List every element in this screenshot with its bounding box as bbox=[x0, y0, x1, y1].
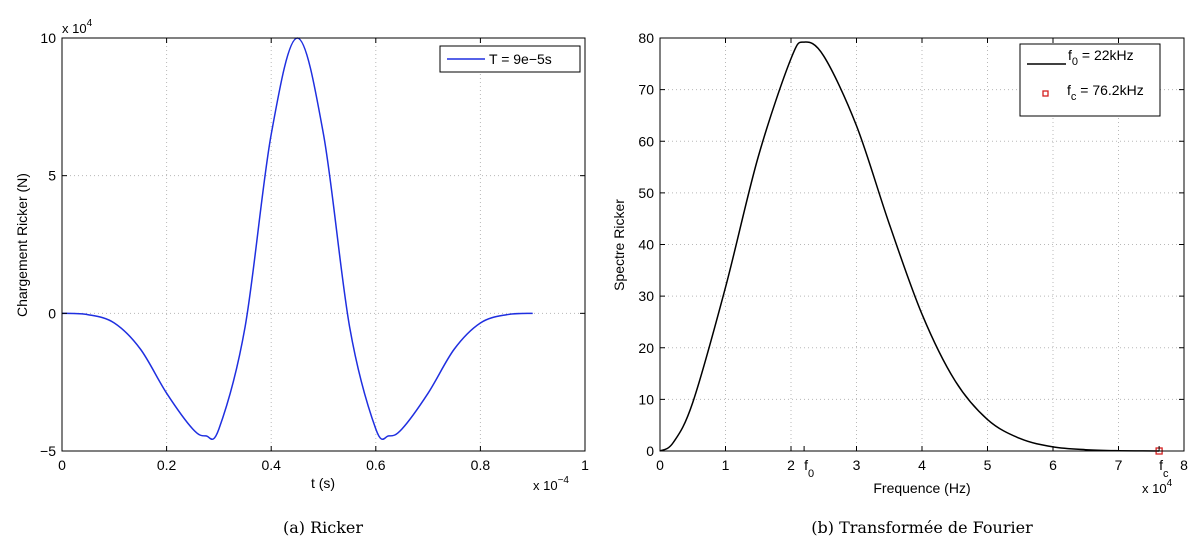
x-tick-label: 4 bbox=[918, 457, 926, 473]
y-tick-label: 80 bbox=[638, 30, 654, 46]
legend-label: T = 9e−5s bbox=[489, 51, 552, 67]
y-tick-label: 10 bbox=[638, 391, 654, 407]
annotation-label: f0 bbox=[804, 457, 814, 480]
legend-marker-square bbox=[1042, 90, 1049, 97]
caption-right: (b) Transformée de Fourier bbox=[811, 518, 1033, 537]
x-tick-label: 7 bbox=[1115, 457, 1123, 473]
y-tick-label: 0 bbox=[48, 305, 56, 321]
legend: f0 = 22kHz fc = 76.2kHz bbox=[1019, 43, 1161, 117]
y-tick-label: 30 bbox=[638, 288, 654, 304]
x-multiplier: x 104 bbox=[1142, 478, 1173, 496]
y-axis-label: Chargement Ricker (N) bbox=[14, 173, 30, 317]
y-tick-label: 0 bbox=[646, 443, 654, 459]
plot-area bbox=[62, 38, 585, 451]
x-tick-label: 1 bbox=[581, 457, 589, 473]
x-tick-label: 0.8 bbox=[471, 457, 491, 473]
series-line bbox=[659, 41, 1160, 452]
y-tick-label: 5 bbox=[48, 168, 56, 184]
y-tick-label: 50 bbox=[638, 185, 654, 201]
x-tick-label: 0.2 bbox=[157, 457, 177, 473]
x-tick-label: 8 bbox=[1180, 457, 1188, 473]
legend: T = 9e−5s bbox=[439, 45, 581, 73]
y-multiplier: x 104 bbox=[62, 18, 93, 36]
x-tick-label: 0 bbox=[58, 457, 66, 473]
x-axis-label: Frequence (Hz) bbox=[873, 480, 970, 496]
y-tick-label: 60 bbox=[638, 133, 654, 149]
legend-label-f0: f0 = 22kHz bbox=[1068, 47, 1134, 68]
plot-frame bbox=[61, 37, 586, 452]
y-tick-label: 70 bbox=[638, 82, 654, 98]
x-tick-label: 2 bbox=[787, 457, 795, 473]
x-tick-label: 0.4 bbox=[261, 457, 281, 473]
x-tick-label: 0 bbox=[656, 457, 664, 473]
x-tick-label: 0.6 bbox=[366, 457, 386, 473]
caption-left: (a) Ricker bbox=[283, 518, 363, 537]
y-tick-label: 20 bbox=[638, 340, 654, 356]
x-tick-label: 3 bbox=[853, 457, 861, 473]
x-multiplier: x 10−4 bbox=[533, 475, 569, 493]
x-tick-label: 5 bbox=[984, 457, 992, 473]
y-axis-label: Spectre Ricker bbox=[611, 199, 627, 291]
legend-label-fc: fc = 76.2kHz bbox=[1067, 82, 1144, 103]
y-tick-label: −5 bbox=[40, 443, 56, 459]
y-tick-label: 10 bbox=[40, 30, 56, 46]
x-axis-label: t (s) bbox=[311, 475, 335, 491]
annotation-label: fc bbox=[1159, 457, 1169, 480]
x-tick-label: 1 bbox=[722, 457, 730, 473]
x-tick-label: 6 bbox=[1049, 457, 1057, 473]
y-tick-label: 40 bbox=[638, 237, 654, 253]
